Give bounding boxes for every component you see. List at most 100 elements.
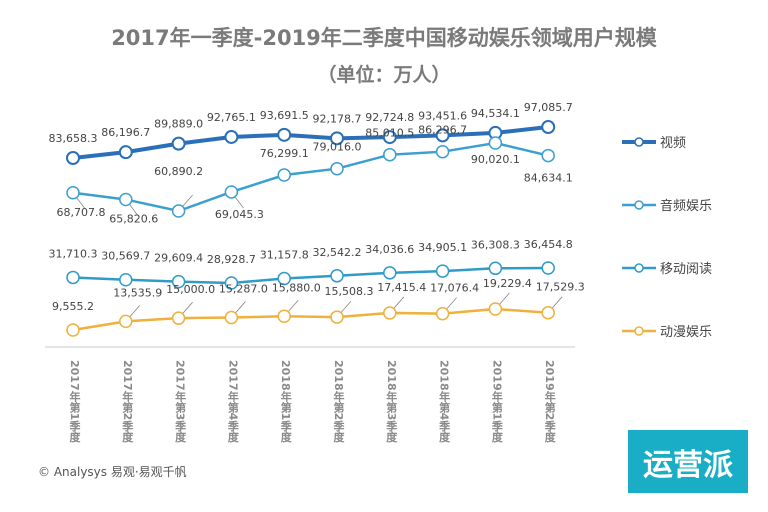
- data-point: [224, 185, 239, 199]
- legend-swatch-icon: [622, 136, 656, 147]
- data-label: 86,296.7: [418, 124, 467, 137]
- data-label: 17,529.3: [536, 281, 585, 294]
- data-label: 69,045.3: [215, 208, 264, 221]
- data-label: 15,880.0: [272, 281, 321, 294]
- data-point: [488, 136, 503, 150]
- data-point: [541, 261, 555, 275]
- data-point: [541, 148, 555, 163]
- data-point: [171, 311, 186, 325]
- data-point: [119, 314, 133, 329]
- legend-label: 动漫娱乐: [660, 325, 713, 340]
- data-label: 65,820.6: [109, 212, 158, 225]
- data-point: [330, 131, 344, 146]
- series-line-2: [72, 266, 549, 285]
- data-point: [383, 306, 397, 320]
- series-line-0: [72, 125, 549, 160]
- data-label: 84,634.1: [524, 172, 573, 185]
- data-label: 36,308.3: [471, 238, 520, 251]
- series-line-3: [72, 307, 549, 332]
- logo: 运营派: [628, 430, 748, 493]
- data-point: [435, 306, 450, 321]
- data-label: 92,765.1: [207, 111, 256, 124]
- data-label: 60,890.2: [154, 165, 203, 178]
- data-point: [488, 261, 503, 276]
- data-point: [66, 151, 80, 165]
- data-point: [277, 309, 291, 324]
- data-label: 34,036.6: [365, 243, 414, 256]
- data-point: [383, 266, 397, 280]
- x-tick-label: 2017年第4季度: [226, 360, 240, 443]
- data-label: 36,454.8: [524, 238, 573, 251]
- x-tick-label: 2017年第3季度: [173, 360, 187, 443]
- data-label: 86,196.7: [101, 126, 150, 139]
- data-label: 85,010.5: [365, 127, 414, 140]
- data-label: 76,299.1: [260, 147, 309, 160]
- data-point: [224, 310, 239, 325]
- data-label: 19,229.4: [483, 277, 532, 290]
- data-point: [171, 204, 186, 218]
- data-point: [488, 302, 503, 316]
- x-tick-label: 2018年第1季度: [279, 360, 293, 443]
- data-point: [330, 310, 344, 324]
- x-tick-label: 2018年第2季度: [332, 360, 345, 443]
- data-point: [119, 192, 133, 207]
- legend-item: 动漫娱乐: [622, 321, 712, 340]
- data-point: [383, 147, 397, 162]
- data-label: 89,889.0: [154, 118, 203, 131]
- x-tick-label: 2019年第2季度: [543, 360, 557, 443]
- data-point: [330, 161, 344, 176]
- data-point: [277, 127, 292, 142]
- data-label: 31,157.8: [260, 249, 309, 262]
- data-point: [435, 264, 450, 278]
- data-label: 93,451.6: [418, 109, 467, 122]
- legend-swatch-icon: [622, 199, 656, 210]
- data-label: 93,691.5: [260, 109, 309, 122]
- data-label: 15,000.0: [166, 283, 215, 296]
- data-label: 92,178.7: [313, 112, 362, 125]
- legend-item: 视频: [622, 132, 686, 151]
- legend-label: 音频娱乐: [660, 199, 713, 214]
- x-tick-label: 2017年第1季度: [68, 360, 81, 443]
- data-label: 90,020.1: [471, 153, 520, 166]
- data-point: [66, 270, 80, 285]
- data-label: 68,707.8: [57, 206, 106, 219]
- footer-source: © Analysys 易观·易观千帆: [38, 465, 187, 479]
- legend-item: 音频娱乐: [622, 195, 712, 214]
- data-label: 30,569.7: [101, 250, 150, 263]
- chart-title: 2017年一季度-2019年二季度中国移动娱乐领域用户规模: [111, 26, 657, 50]
- data-label: 92,724.8: [365, 111, 414, 124]
- data-label: 15,508.3: [325, 285, 374, 298]
- data-label: 32,542.2: [313, 246, 362, 259]
- data-label: 94,534.1: [471, 107, 520, 120]
- legend-label: 移动阅读: [660, 262, 713, 277]
- data-label: 83,658.3: [49, 132, 98, 145]
- data-point: [277, 271, 291, 286]
- data-point: [171, 274, 186, 289]
- data-label: 97,085.7: [524, 101, 573, 114]
- data-point: [224, 276, 239, 290]
- legend-swatch-icon: [622, 262, 656, 273]
- x-tick-label: 2018年第3季度: [384, 360, 398, 443]
- data-point: [171, 136, 186, 151]
- data-label: 31,710.3: [49, 247, 98, 260]
- data-label: 17,076.4: [430, 282, 479, 295]
- data-label: 13,535.9: [113, 286, 162, 299]
- data-point: [541, 305, 555, 320]
- data-label: 29,609.4: [154, 252, 203, 265]
- legend-label: 视频: [660, 136, 687, 151]
- x-tick-label: 2019年第1季度: [490, 360, 504, 443]
- data-label: 9,555.2: [52, 300, 94, 313]
- legend-item: 移动阅读: [622, 258, 712, 277]
- series-line-1: [72, 141, 549, 213]
- x-tick-label: 2017年第2季度: [120, 360, 134, 443]
- data-point: [66, 186, 80, 200]
- legend-swatch-icon: [622, 325, 656, 336]
- data-point: [435, 128, 450, 143]
- data-label: 15,287.0: [219, 283, 268, 296]
- data-point: [435, 144, 450, 159]
- data-point: [119, 272, 133, 287]
- data-point: [224, 129, 239, 144]
- x-tick-label: 2018年第4季度: [437, 360, 451, 443]
- chart-subtitle: （单位：万人）: [317, 64, 451, 86]
